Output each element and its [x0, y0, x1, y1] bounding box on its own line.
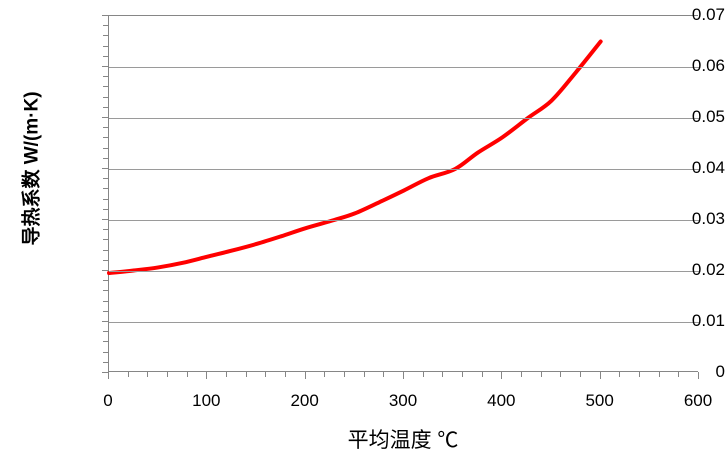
x-axis-tick-minor	[422, 372, 424, 377]
x-axis-tick-minor	[245, 372, 247, 377]
y-axis-tick-minor	[103, 188, 108, 190]
x-axis-tick-minor	[363, 372, 365, 377]
y-axis-tick-minor	[103, 229, 108, 231]
y-axis-tick-minor	[103, 157, 108, 159]
x-axis-tick-label: 600	[683, 391, 713, 410]
y-axis-tick-minor	[103, 280, 108, 282]
x-axis-tick-minor	[147, 372, 149, 377]
y-axis-tick-minor	[103, 310, 108, 312]
x-axis-tick-minor	[481, 372, 483, 377]
x-axis-tick-major	[501, 372, 503, 379]
x-axis-tick-minor	[639, 372, 640, 377]
y-axis-tick-label: 0.01	[691, 311, 725, 330]
y-axis-tick-minor	[103, 106, 108, 108]
y-axis-tick-label: 0.05	[691, 107, 725, 126]
y-axis-tick-minor	[103, 239, 108, 241]
x-axis-tick-minor	[167, 372, 168, 377]
y-axis-tick-minor	[103, 76, 108, 78]
y-axis-tick-major	[102, 15, 108, 16]
y-axis-tick-minor	[103, 198, 108, 200]
x-axis-tick-minor	[344, 372, 345, 377]
y-axis-tick-minor	[103, 259, 108, 261]
x-axis-tick-minor	[442, 372, 444, 377]
x-axis-tick-minor	[383, 372, 385, 377]
x-axis-tick-minor	[521, 372, 522, 377]
x-axis-tick-minor	[619, 372, 621, 377]
y-axis-tick-minor	[103, 331, 108, 333]
y-axis-tick-minor	[103, 25, 108, 27]
plot-area	[107, 15, 699, 372]
y-axis-tick-major	[102, 270, 108, 271]
x-axis-tick-label: 0	[103, 391, 113, 410]
gridline-horizontal	[109, 118, 699, 119]
y-axis-tick-label: 0.06	[691, 56, 725, 75]
x-axis-tick-minor	[658, 372, 660, 377]
y-axis-tick-minor	[103, 341, 108, 343]
x-axis-tick-major	[599, 372, 601, 379]
gridline-horizontal	[109, 271, 699, 272]
x-axis-tick-major	[304, 372, 306, 379]
y-axis-tick-minor	[103, 178, 108, 180]
y-axis-tick-minor	[103, 96, 108, 98]
y-axis-tick-minor	[103, 55, 108, 57]
x-axis-tick-minor	[127, 372, 129, 377]
y-axis-tick-minor	[103, 300, 108, 302]
x-axis-title: 平均温度 ℃	[347, 429, 459, 452]
y-axis-title: 导热系数 W/(m·K)	[21, 91, 43, 246]
x-axis-tick-major	[108, 372, 109, 379]
x-axis-tick-minor	[678, 372, 680, 377]
x-axis-tick-major	[206, 372, 208, 379]
y-axis-tick-minor	[103, 86, 108, 88]
y-axis-tick-major	[102, 168, 108, 169]
y-axis-tick-label: 0.04	[691, 158, 725, 177]
x-axis-tick-label: 300	[388, 391, 418, 410]
y-axis-tick-label: 0.02	[691, 260, 725, 279]
y-axis-tick-minor	[103, 127, 108, 129]
y-axis-tick-minor	[103, 351, 108, 353]
series-line-svg	[107, 39, 603, 276]
x-axis-tick-minor	[580, 372, 581, 377]
gridline-horizontal	[109, 67, 699, 68]
x-axis-tick-major	[403, 372, 404, 379]
y-axis-tick-label: 0	[715, 362, 725, 381]
series-line-0	[107, 39, 603, 276]
y-axis-tick-label: 0.07	[691, 5, 725, 24]
x-axis-tick-label: 100	[192, 391, 221, 410]
x-axis-tick-label: 500	[585, 391, 614, 410]
x-axis-tick-label: 200	[290, 391, 319, 410]
y-axis-tick-minor	[103, 290, 108, 292]
x-axis-tick-minor	[186, 372, 188, 377]
x-axis-tick-minor	[265, 372, 267, 377]
y-axis-tick-minor	[103, 361, 108, 363]
y-axis-tick-major	[102, 321, 108, 322]
x-axis-tick-label: 400	[487, 391, 516, 410]
y-axis-tick-major	[102, 372, 108, 373]
x-axis-tick-minor	[285, 372, 286, 377]
y-axis-tick-minor	[103, 147, 108, 149]
x-axis-tick-minor	[462, 372, 463, 377]
gridline-horizontal	[109, 322, 699, 323]
y-axis-tick-minor	[103, 137, 108, 139]
y-axis-tick-minor	[103, 45, 108, 47]
x-axis-tick-minor	[560, 372, 562, 377]
x-axis-tick-minor	[540, 372, 542, 377]
y-axis-tick-major	[102, 117, 108, 118]
y-axis-tick-minor	[103, 35, 108, 37]
y-axis-tick-label: 0.03	[691, 209, 725, 228]
gridline-horizontal	[109, 220, 699, 221]
x-axis-tick-major	[698, 372, 699, 379]
y-axis-tick-minor	[103, 208, 108, 210]
gridline-horizontal	[109, 169, 699, 170]
y-axis-tick-major	[102, 219, 108, 220]
x-axis-tick-minor	[226, 372, 227, 377]
y-axis-tick-major	[102, 66, 108, 67]
y-axis-tick-minor	[103, 249, 108, 251]
x-axis-tick-minor	[324, 372, 326, 377]
